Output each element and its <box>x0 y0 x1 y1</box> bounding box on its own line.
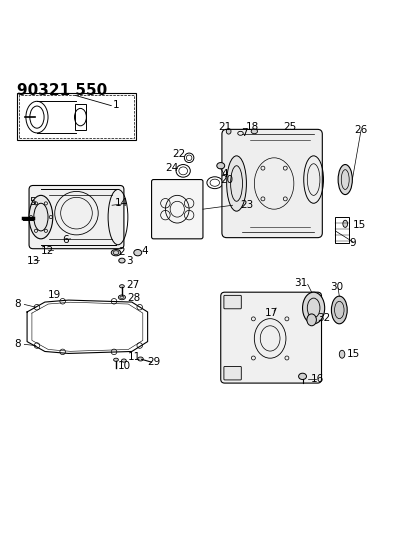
Text: 15: 15 <box>347 349 361 359</box>
Ellipse shape <box>339 350 345 358</box>
Text: 3: 3 <box>126 256 133 266</box>
Text: 14: 14 <box>115 198 129 208</box>
Text: 18: 18 <box>246 123 259 132</box>
Text: 22: 22 <box>172 149 185 159</box>
Text: 30: 30 <box>330 282 343 292</box>
Text: 26: 26 <box>354 125 368 135</box>
Text: 29: 29 <box>148 357 161 367</box>
Ellipse shape <box>251 129 258 134</box>
FancyBboxPatch shape <box>224 295 241 309</box>
Ellipse shape <box>121 359 126 362</box>
Text: 32: 32 <box>318 313 331 323</box>
Ellipse shape <box>114 358 118 361</box>
Bar <box>336 217 349 243</box>
Text: 6: 6 <box>62 236 69 245</box>
Text: 21: 21 <box>218 123 231 132</box>
Text: 90321 550: 90321 550 <box>17 83 107 98</box>
Text: 16: 16 <box>311 374 324 384</box>
Text: 23: 23 <box>240 200 253 210</box>
Text: 8: 8 <box>15 340 21 349</box>
Text: 8: 8 <box>15 299 21 309</box>
Ellipse shape <box>29 196 53 239</box>
Text: 13: 13 <box>27 255 41 265</box>
Ellipse shape <box>307 314 316 326</box>
Text: 28: 28 <box>127 293 140 303</box>
Text: 1: 1 <box>113 100 119 110</box>
Ellipse shape <box>227 156 246 211</box>
Bar <box>17 93 136 140</box>
Text: 7: 7 <box>241 128 248 138</box>
Ellipse shape <box>119 285 124 288</box>
Text: 24: 24 <box>165 164 178 173</box>
Bar <box>74 104 86 130</box>
FancyBboxPatch shape <box>222 130 322 238</box>
FancyBboxPatch shape <box>221 292 322 383</box>
FancyBboxPatch shape <box>29 185 124 249</box>
Text: 25: 25 <box>283 123 297 132</box>
Bar <box>19 94 134 138</box>
Text: 17: 17 <box>265 308 278 318</box>
Text: 4: 4 <box>221 169 228 180</box>
Ellipse shape <box>119 258 125 263</box>
Ellipse shape <box>332 296 347 324</box>
Text: 2: 2 <box>118 247 125 257</box>
Text: 15: 15 <box>353 220 366 230</box>
Ellipse shape <box>118 295 125 300</box>
Ellipse shape <box>226 128 231 134</box>
FancyBboxPatch shape <box>152 180 203 239</box>
Ellipse shape <box>111 249 121 256</box>
Ellipse shape <box>343 220 347 228</box>
Text: 10: 10 <box>118 361 131 371</box>
Ellipse shape <box>217 163 225 169</box>
Text: 31: 31 <box>295 278 308 288</box>
FancyBboxPatch shape <box>224 367 241 380</box>
Text: 4: 4 <box>142 246 148 256</box>
Text: 11: 11 <box>128 352 141 361</box>
Ellipse shape <box>138 357 143 361</box>
Text: 27: 27 <box>126 280 139 290</box>
Text: 9: 9 <box>350 238 357 248</box>
Text: 19: 19 <box>48 290 61 301</box>
Text: 5: 5 <box>29 197 35 207</box>
Ellipse shape <box>134 249 142 256</box>
Text: 12: 12 <box>41 246 54 256</box>
Ellipse shape <box>302 292 325 324</box>
Ellipse shape <box>298 373 306 379</box>
Ellipse shape <box>338 165 352 195</box>
Text: 20: 20 <box>221 175 234 185</box>
